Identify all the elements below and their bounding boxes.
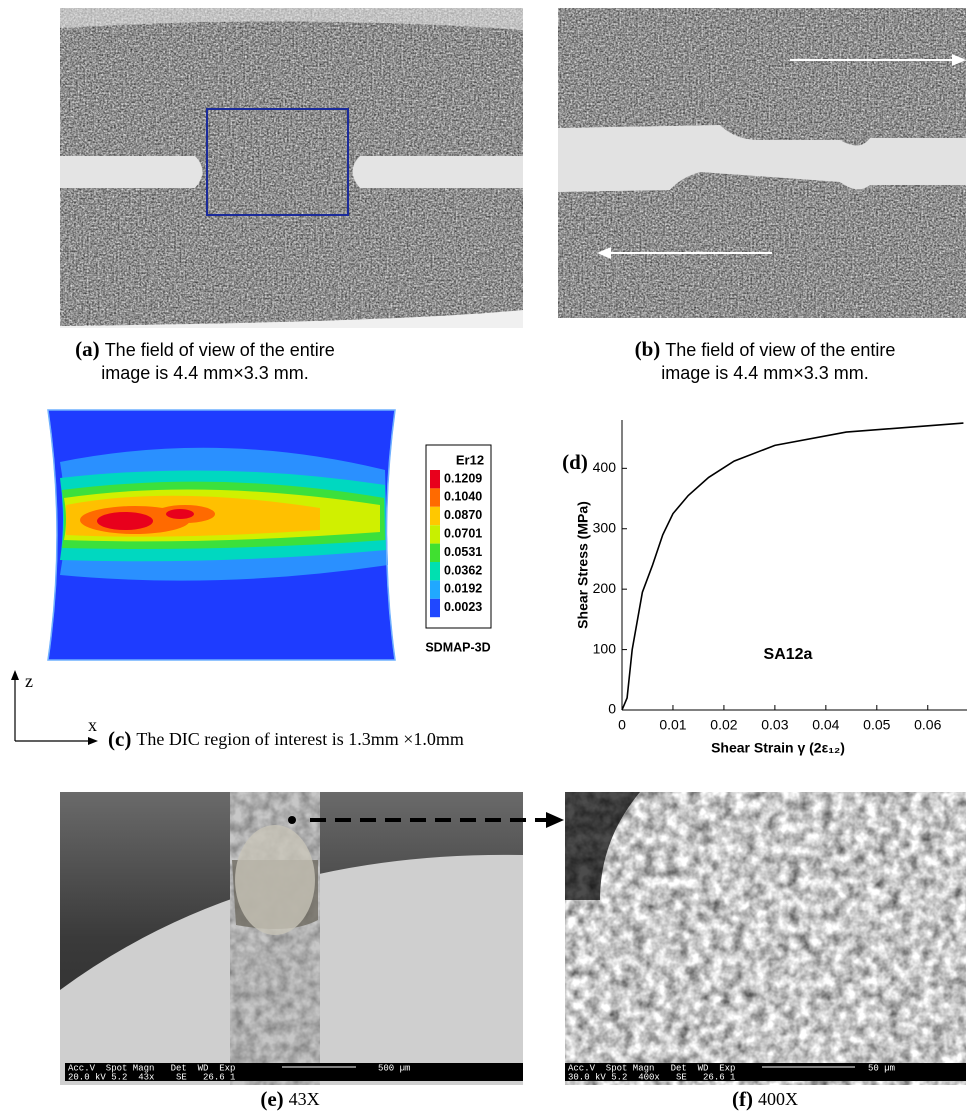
- legend-swatch: [430, 525, 440, 544]
- legend-title: Er12: [456, 452, 484, 467]
- legend-swatch: [430, 598, 440, 618]
- annotation: SA12a: [764, 646, 813, 663]
- y-tick-label: 400: [593, 459, 617, 475]
- y-axis-label: Shear Stress (MPa): [575, 501, 591, 629]
- y-tick-label: 100: [593, 640, 617, 656]
- image-f: [565, 792, 966, 1085]
- caption: image is 4.4 mm×3.3 mm.: [101, 363, 309, 383]
- image-a: [60, 8, 523, 328]
- legend-label: 0.1040: [444, 490, 482, 504]
- axis-letter: x: [88, 715, 97, 735]
- x-tick-label: 0.01: [659, 717, 686, 733]
- x-tick-label: 0.04: [812, 717, 839, 733]
- caption-text: image is 4.4 mm×3.3 mm.: [661, 363, 869, 383]
- panel-label: (e): [260, 1087, 283, 1111]
- panel-label: (a): [75, 337, 100, 361]
- y-tick-label: 0: [608, 701, 616, 717]
- caption-text: The field of view of the entire: [665, 340, 895, 360]
- panel-label: (c): [108, 727, 131, 751]
- legend-swatch: [430, 580, 440, 599]
- legend-label: 0.0192: [444, 582, 482, 596]
- axis-letter: z: [25, 671, 33, 691]
- legend-label: 0.0023: [444, 600, 482, 614]
- sem-values: 30.0 kV 5.2 400x SE 26.6 1: [568, 1072, 735, 1082]
- x-tick-label: 0: [618, 717, 626, 733]
- x-axis-label: Shear Strain γ (2ε₁₂): [711, 740, 845, 756]
- caption-text: 43X: [289, 1089, 320, 1109]
- image-b: [558, 8, 966, 318]
- panel-label: (f): [732, 1087, 753, 1111]
- legend-swatch: [430, 543, 440, 562]
- x-tick-label: 0.06: [914, 717, 941, 733]
- caption: (a) The field of view of the entire: [75, 337, 335, 361]
- contour-map: [47, 409, 396, 661]
- caption: (c) The DIC region of interest is 1.3mm …: [108, 727, 464, 751]
- scale-bar-label: 50 µm: [868, 1063, 895, 1073]
- legend-label: 0.0531: [444, 545, 482, 559]
- legend-label: 0.0870: [444, 508, 482, 522]
- software-label: SDMAP-3D: [425, 640, 490, 654]
- x-tick-label: 0.03: [761, 717, 788, 733]
- panel-label: (b): [635, 337, 661, 361]
- legend-swatch: [430, 470, 440, 489]
- connector-arrow: [310, 812, 564, 828]
- legend-label: 0.1209: [444, 471, 482, 485]
- caption-text: image is 4.4 mm×3.3 mm.: [101, 363, 309, 383]
- legend-label: 0.0362: [444, 563, 482, 577]
- sem-header: Acc.V Spot Magn Det WD Exp: [568, 1063, 735, 1073]
- y-tick-label: 200: [593, 580, 617, 596]
- axes-glyph: [14, 676, 90, 742]
- arrowhead: [88, 737, 98, 745]
- caption: (b) The field of view of the entire: [635, 337, 896, 361]
- scale-bar-label: 500 µm: [378, 1063, 410, 1073]
- data-line: [621, 422, 964, 711]
- legend-label: 0.0701: [444, 526, 482, 540]
- caption: (e) 43X: [260, 1087, 319, 1111]
- legend-swatch: [430, 506, 440, 526]
- sem-header: Acc.V Spot Magn Det WD Exp: [68, 1063, 235, 1073]
- y-tick-label: 300: [593, 519, 617, 535]
- caption: image is 4.4 mm×3.3 mm.: [661, 363, 869, 383]
- image-e: [60, 792, 523, 1085]
- legend-swatch: [430, 488, 440, 507]
- x-tick-label: 0.02: [710, 717, 737, 733]
- arrowhead: [11, 670, 19, 680]
- caption-text: The field of view of the entire: [105, 340, 335, 360]
- caption: (f) 400X: [732, 1087, 798, 1111]
- chart-label: (d): [562, 450, 588, 474]
- sem-values: 20.0 kV 5.2 43x SE 26.6 1: [68, 1072, 235, 1082]
- caption-text: The DIC region of interest is 1.3mm ×1.0…: [136, 729, 464, 749]
- caption-text: 400X: [758, 1089, 798, 1109]
- legend-swatch: [430, 562, 440, 581]
- x-tick-label: 0.05: [863, 717, 890, 733]
